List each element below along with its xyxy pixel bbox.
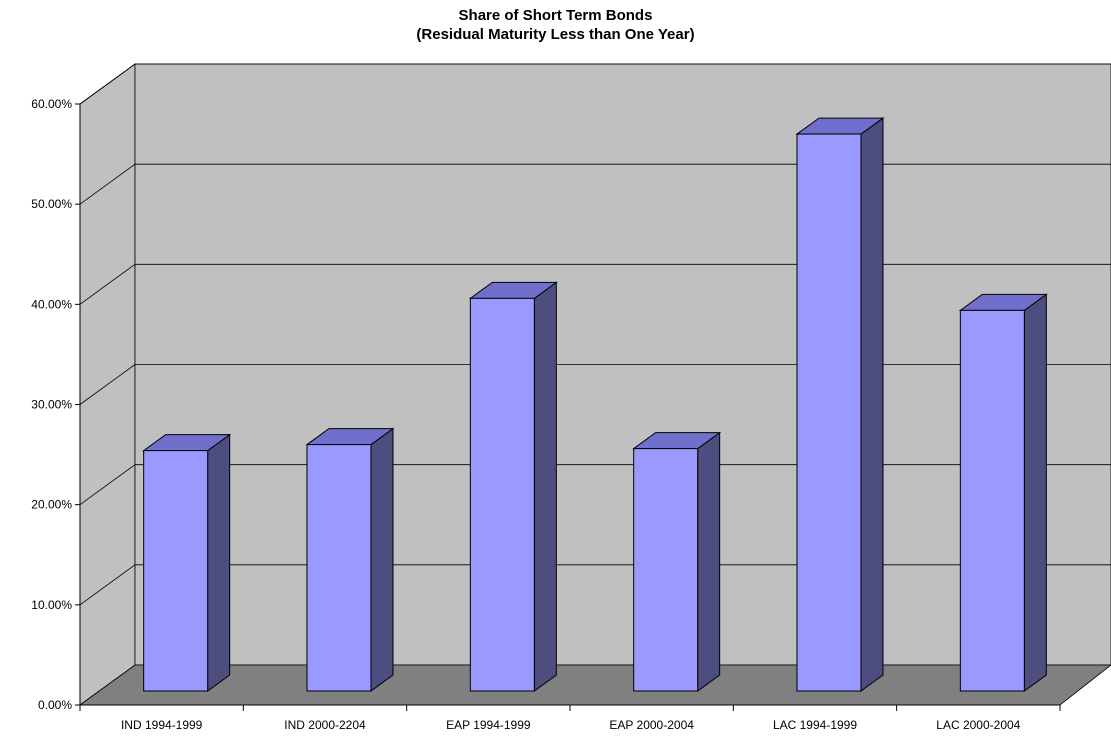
bar-side-4 [860,117,884,692]
bar-3 [632,431,722,692]
chart-title-line-1: Share of Short Term Bonds [458,7,653,24]
y-tick-label-1: 10.00% [31,598,72,612]
y-tick-label-5: 50.00% [31,197,72,211]
chart-floor [78,664,1111,706]
x-tick-label-0: IND 1994-1999 [121,718,203,732]
gridline-side-3 [79,364,136,405]
y-tick-label-0: 0.00% [38,698,72,712]
bar-1 [305,427,395,692]
chart-floor-plane [78,664,1111,706]
bar-front-4 [796,133,862,692]
bar-front-3 [633,448,699,692]
chart-bars [142,117,1048,692]
y-tick-label-4: 40.00% [31,297,72,311]
x-tick-label-2: EAP 1994-1999 [446,718,531,732]
chart-walls [79,63,1111,706]
gridline-side-5 [79,163,136,205]
chart-labels: 0.00% 10.00% 20.00% 30.00% 40.00% 50.00% 60.00… [31,97,1020,732]
bar-side-0 [207,433,231,692]
y-tick-label-6: 60.00% [31,97,72,111]
chart-subtitle: (Residual Maturity Less than One Year) [416,26,695,43]
chart-axes [75,103,1061,711]
chart-title: Share of Short Term Bonds (Residual Matu… [0,6,1111,44]
y-tick-label-2: 20.00% [31,498,72,512]
bar-front-5 [959,309,1025,692]
x-tick-label-3: EAP 2000-2004 [609,718,694,732]
x-tick-label-1: IND 2000-2204 [284,718,366,732]
bar-2 [468,281,558,692]
bar-side-3 [697,431,721,692]
bar-side-5 [1023,293,1047,692]
y-tick-label-3: 30.00% [31,398,72,412]
x-tick-label-5: LAC 2000-2004 [936,718,1020,732]
bar-front-2 [469,297,535,692]
bar-side-1 [370,427,394,692]
chart-gridlines [79,63,1111,606]
gridline-side-4 [79,264,136,305]
gridline-side-2 [79,464,136,505]
bar-front-1 [306,444,372,692]
bar-5 [958,293,1048,692]
x-tick-label-4: LAC 1994-1999 [773,718,857,732]
bar-0 [142,433,232,692]
bar-4 [795,117,885,692]
gridline-side-1 [79,564,136,606]
bar-front-0 [143,450,209,692]
bar-side-2 [533,281,557,692]
gridline-side-6 [79,63,136,105]
